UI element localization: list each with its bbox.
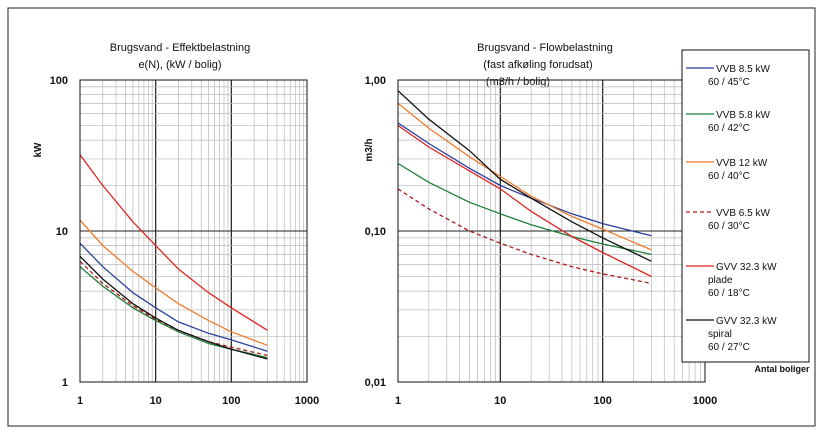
right-chart-subtitle-2: (m3/h / bolig) — [486, 76, 550, 88]
legend-label-6: GVV 32.3 kW — [716, 316, 777, 327]
legend-label-4-line-2: 60 / 30°C — [708, 221, 750, 232]
left-chart-series-line-3 — [79, 219, 268, 346]
left-chart-y-tick-label: 1 — [62, 377, 68, 389]
legend-label-1-line-2: 60 / 45°C — [708, 77, 750, 88]
right-chart-series-line-1 — [397, 122, 652, 237]
legend-box — [681, 49, 810, 363]
legend-label-6-line-2: spiral — [708, 329, 732, 340]
right-chart-x-tick-label: 1 — [395, 395, 401, 407]
left-chart-x-tick-label: 1000 — [295, 395, 319, 407]
right-chart-y-tick-label: 0,01 — [365, 377, 386, 389]
right-chart-ticks: 1 10 100 1000 0,01 0,10 1,00 — [365, 75, 718, 407]
legend: VVB 8.5 kW 60 / 45°C VVB 5.8 kW 60 / 42°C VV… — [681, 49, 810, 363]
left-chart-series-line-5 — [79, 154, 268, 331]
left-chart-ticks: 1 10 100 1000 1 10 100 — [50, 75, 320, 407]
left-chart-x-tick-label: 1 — [77, 395, 83, 407]
left-chart-subtitle: e(N), (kW / bolig) — [138, 59, 221, 71]
left-chart-y-tick-label: 100 — [50, 75, 68, 87]
right-chart-series — [397, 90, 652, 285]
right-chart-series-line-6 — [397, 90, 652, 262]
legend-label-5-line-3: 60 / 18°C — [708, 288, 750, 299]
right-chart-series-line-5 — [397, 124, 652, 278]
left-chart-series-line-6 — [79, 255, 268, 360]
legend-label-3: VVB 12 kW — [716, 158, 768, 169]
right-chart-title: Brugsvand - Flowbelastning — [477, 42, 613, 54]
right-chart-x-tick-label: 1000 — [693, 395, 717, 407]
left-chart-y-tick-label: 10 — [56, 226, 68, 238]
legend-label-1: VVB 8.5 kW — [716, 64, 770, 75]
right-chart-series-line-2 — [397, 162, 652, 256]
right-chart-ylabel: m3/h — [364, 138, 375, 161]
legend-label-5: GVV 32.3 kW — [716, 262, 777, 273]
left-chart: Brugsvand - Effektbelastning e(N), (kW /… — [33, 42, 319, 407]
left-chart-series — [79, 154, 268, 360]
legend-label-6-line-3: 60 / 27°C — [708, 342, 750, 353]
right-chart-x-tick-label: 100 — [594, 395, 612, 407]
left-chart-plot-area — [79, 79, 308, 383]
right-chart-y-tick-label: 0,10 — [365, 226, 386, 238]
legend-label-5-line-2: plade — [708, 275, 733, 286]
left-chart-x-tick-label: 10 — [150, 395, 162, 407]
right-chart-series-line-3 — [397, 102, 652, 251]
left-chart-title: Brugsvand - Effektbelastning — [110, 42, 250, 54]
right-chart-xlabel: Antal boliger — [754, 364, 809, 374]
left-chart-series-line-1 — [79, 242, 268, 352]
right-chart-y-tick-label: 1,00 — [365, 75, 386, 87]
legend-label-4: VVB 6.5 kW — [716, 208, 770, 219]
left-chart-x-tick-label: 100 — [222, 395, 240, 407]
left-chart-grid — [80, 80, 307, 382]
right-chart-series-line-4 — [397, 188, 652, 285]
figure-frame — [7, 7, 816, 427]
legend-label-2: VVB 5.8 kW — [716, 110, 770, 121]
left-chart-ylabel: kW — [33, 142, 44, 158]
right-chart-subtitle: (fast afkøling forudsat) — [483, 59, 592, 71]
legend-label-2-line-2: 60 / 42°C — [708, 123, 750, 134]
legend-label-3-line-2: 60 / 40°C — [708, 171, 750, 182]
right-chart-x-tick-label: 10 — [494, 395, 506, 407]
